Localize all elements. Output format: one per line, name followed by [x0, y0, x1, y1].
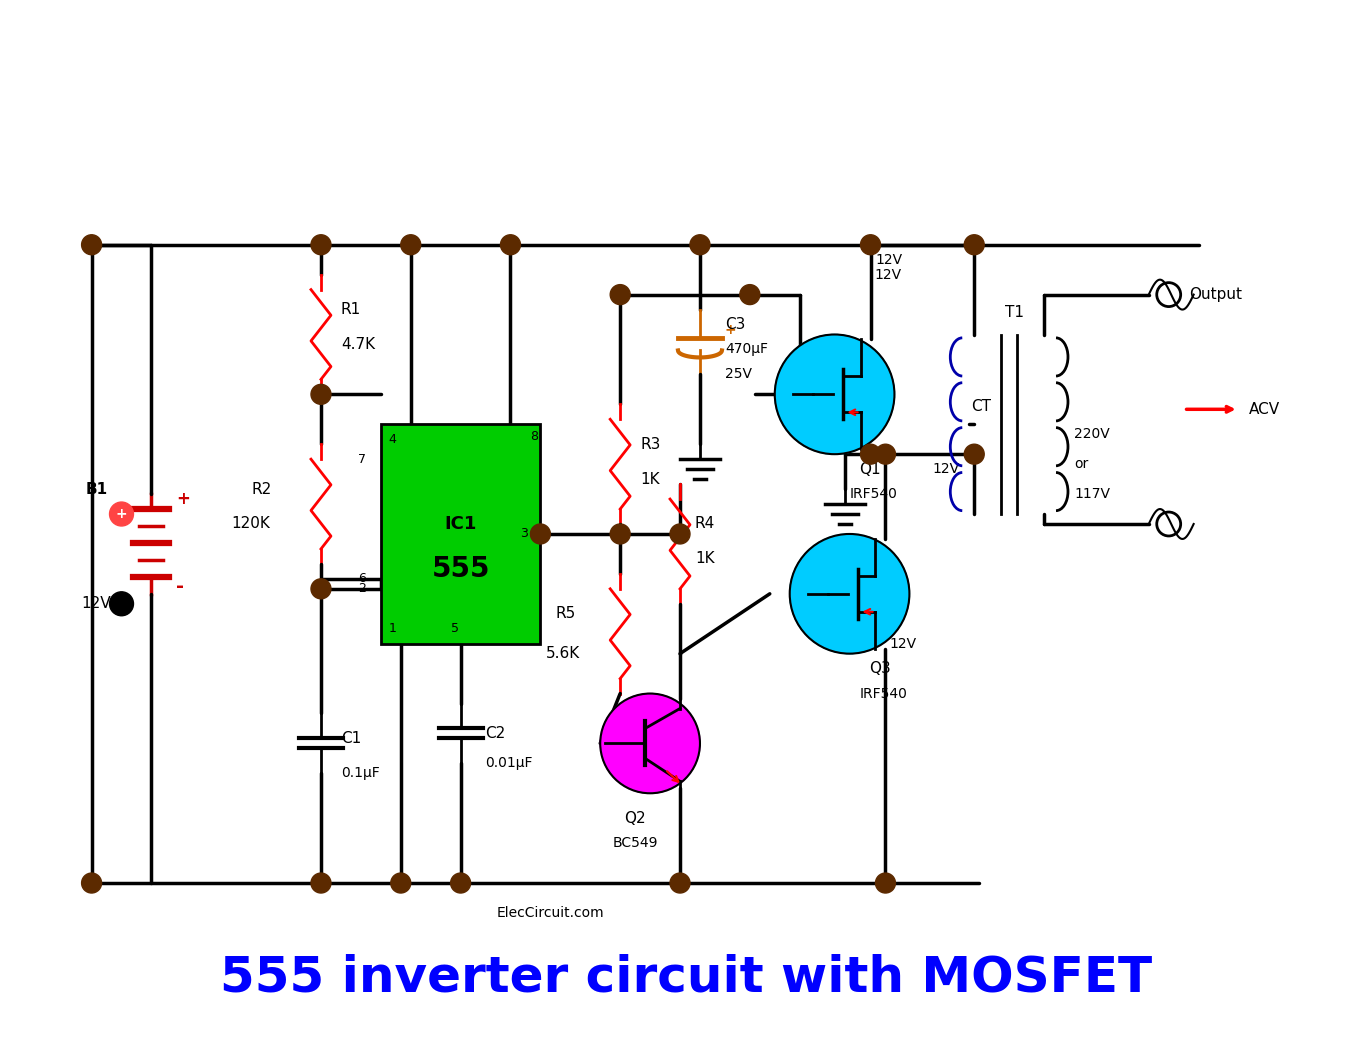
Text: IRF540: IRF540 — [859, 687, 907, 701]
Text: 4.7K: 4.7K — [340, 337, 375, 352]
Circle shape — [875, 873, 896, 893]
Text: C1: C1 — [340, 731, 361, 745]
Circle shape — [740, 285, 760, 305]
Text: 2: 2 — [358, 583, 366, 595]
Text: 5.6K: 5.6K — [546, 646, 579, 661]
Text: ElecCircuit.com: ElecCircuit.com — [497, 906, 604, 920]
Text: 0.1µF: 0.1µF — [340, 766, 380, 780]
Circle shape — [670, 873, 690, 893]
Text: BC549: BC549 — [612, 836, 659, 850]
Text: R5: R5 — [556, 607, 576, 621]
Circle shape — [611, 285, 630, 305]
Circle shape — [965, 444, 984, 465]
Text: T1: T1 — [1004, 305, 1024, 319]
Circle shape — [670, 524, 690, 544]
Text: B1: B1 — [85, 481, 107, 497]
Text: or: or — [1074, 457, 1088, 471]
Text: 555: 555 — [431, 554, 490, 583]
Text: 8: 8 — [531, 430, 538, 443]
Text: R1: R1 — [340, 302, 361, 317]
Text: Output: Output — [1188, 287, 1242, 302]
Circle shape — [600, 693, 700, 793]
Circle shape — [965, 235, 984, 255]
Circle shape — [875, 444, 896, 465]
Text: 12V: 12V — [875, 253, 903, 266]
Circle shape — [81, 873, 102, 893]
Text: CT: CT — [971, 399, 991, 414]
Text: +: + — [177, 490, 191, 508]
Circle shape — [690, 235, 709, 255]
Circle shape — [391, 873, 410, 893]
Circle shape — [81, 235, 102, 255]
Circle shape — [311, 873, 331, 893]
Text: IC1: IC1 — [445, 515, 477, 533]
Circle shape — [110, 592, 133, 616]
Text: Q3: Q3 — [870, 661, 892, 677]
Text: R2: R2 — [251, 481, 272, 497]
Text: Q2: Q2 — [624, 811, 646, 826]
Text: 12V: 12V — [874, 267, 901, 282]
Text: 117V: 117V — [1074, 488, 1110, 501]
Text: 5: 5 — [450, 622, 458, 635]
Text: 12V: 12V — [82, 596, 111, 612]
Text: 6: 6 — [358, 572, 366, 586]
Text: 3: 3 — [520, 527, 528, 541]
Text: C3: C3 — [724, 317, 745, 332]
Text: +: + — [724, 323, 735, 336]
Text: 1: 1 — [388, 622, 397, 635]
Bar — [381, 424, 541, 644]
Text: ACV: ACV — [1249, 402, 1280, 417]
Circle shape — [401, 235, 421, 255]
Text: 1K: 1K — [641, 472, 660, 487]
Circle shape — [311, 578, 331, 599]
Circle shape — [110, 502, 133, 526]
Text: -: - — [177, 577, 184, 596]
Circle shape — [531, 524, 550, 544]
Text: 555 inverter circuit with MOSFET: 555 inverter circuit with MOSFET — [220, 954, 1152, 1002]
Circle shape — [860, 444, 881, 465]
Circle shape — [311, 235, 331, 255]
Text: 12V: 12V — [932, 462, 959, 476]
Text: 25V: 25V — [724, 367, 752, 381]
Text: 220V: 220V — [1074, 427, 1110, 442]
Text: IRF540: IRF540 — [849, 488, 897, 501]
Text: 7: 7 — [358, 453, 366, 466]
Text: 12V: 12V — [889, 637, 916, 650]
Circle shape — [790, 533, 910, 654]
Circle shape — [450, 873, 471, 893]
Text: +: + — [115, 507, 128, 521]
Circle shape — [860, 235, 881, 255]
Text: 4: 4 — [388, 432, 397, 446]
Text: R3: R3 — [641, 436, 660, 452]
Text: 120K: 120K — [232, 517, 270, 531]
Text: 470µF: 470µF — [724, 342, 768, 356]
Circle shape — [775, 334, 895, 454]
Text: 0.01µF: 0.01µF — [486, 756, 534, 770]
Circle shape — [311, 384, 331, 404]
Circle shape — [501, 235, 520, 255]
Text: C2: C2 — [486, 726, 506, 741]
Text: R4: R4 — [696, 517, 715, 531]
Text: 1K: 1K — [696, 551, 715, 567]
Circle shape — [611, 524, 630, 544]
Text: Q1: Q1 — [859, 461, 881, 477]
